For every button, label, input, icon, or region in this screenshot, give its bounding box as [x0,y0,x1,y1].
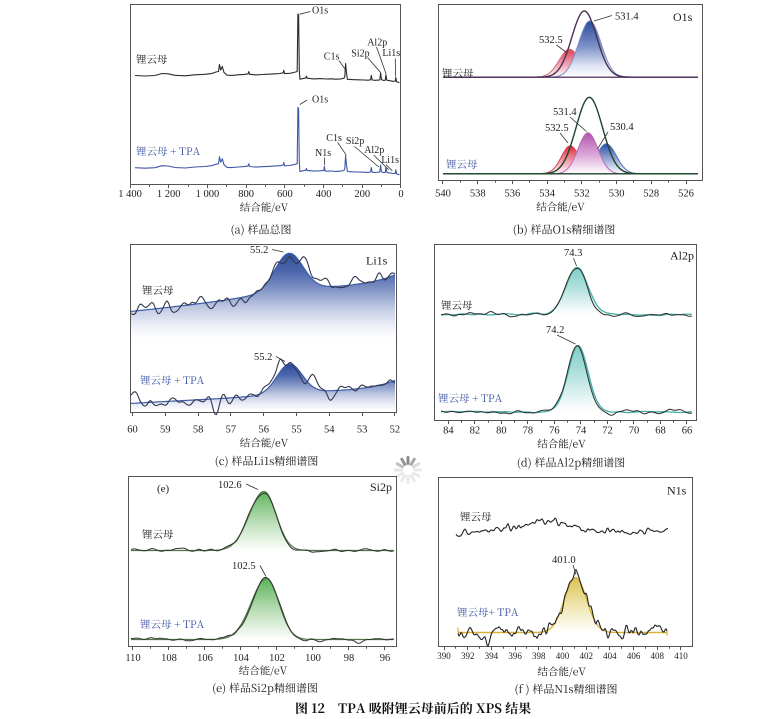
svg-text:532.5: 532.5 [545,123,569,134]
svg-text:68: 68 [655,426,666,437]
svg-text:70: 70 [629,426,640,437]
svg-text:O1s: O1s [312,95,328,106]
svg-text:540: 540 [435,189,451,200]
svg-text:59: 59 [160,425,171,436]
svg-text:402: 402 [579,651,593,661]
svg-text:84: 84 [443,426,454,437]
svg-text:400: 400 [556,651,570,661]
svg-text:56: 56 [258,425,269,436]
svg-text:C1s: C1s [324,52,340,63]
svg-text:82: 82 [470,426,481,437]
svg-text:1 400: 1 400 [118,189,142,200]
svg-text:104: 104 [233,653,250,664]
svg-text:530: 530 [609,189,625,200]
svg-text:400: 400 [316,189,332,200]
svg-text:532.5: 532.5 [539,35,563,46]
svg-text:78: 78 [523,426,534,437]
svg-text:528: 528 [643,189,659,200]
svg-text:410: 410 [674,651,688,661]
svg-text:96: 96 [380,653,391,664]
svg-text:398: 398 [532,651,546,661]
svg-text:538: 538 [470,189,486,200]
svg-text:C1s: C1s [326,133,342,144]
svg-text:106: 106 [197,653,213,664]
svg-text:55: 55 [291,425,302,436]
svg-text:406: 406 [627,651,641,661]
svg-text:60: 60 [127,425,138,436]
svg-text:600: 600 [277,189,293,200]
svg-text:531.4: 531.4 [615,12,639,23]
svg-text:102.5: 102.5 [232,561,256,572]
svg-text:404: 404 [603,651,617,661]
svg-text:390: 390 [437,651,451,661]
svg-text:52: 52 [390,425,401,436]
svg-text:(e): (e) [157,483,170,495]
svg-text:534: 534 [539,189,556,200]
svg-text:Li1s: Li1s [366,254,388,268]
svg-text:102: 102 [269,653,285,664]
svg-text:Li1s: Li1s [382,48,400,59]
svg-text:76: 76 [549,426,560,437]
svg-text:396: 396 [508,651,522,661]
svg-text:Al2p: Al2p [367,38,387,49]
svg-text:Al2p: Al2p [364,145,384,156]
svg-text:1 200: 1 200 [157,189,181,200]
svg-text:102.6: 102.6 [218,480,242,491]
svg-text:200: 200 [354,189,370,200]
svg-text:Si2p: Si2p [370,480,392,494]
svg-text:Si2p: Si2p [346,136,364,147]
svg-text:532: 532 [574,189,590,200]
svg-text:Si2p: Si2p [351,49,369,60]
svg-text:0: 0 [398,189,403,200]
svg-text:800: 800 [238,189,254,200]
svg-text:408: 408 [651,651,665,661]
svg-text:55.2: 55.2 [254,352,272,363]
svg-text:1 000: 1 000 [196,189,220,200]
svg-text:74: 74 [576,426,587,437]
svg-text:401.0: 401.0 [552,555,576,566]
svg-text:392: 392 [461,651,475,661]
svg-text:526: 526 [678,189,694,200]
svg-text:100: 100 [305,653,321,664]
svg-text:108: 108 [161,653,177,664]
svg-text:55.2: 55.2 [250,245,268,256]
svg-text:531.4: 531.4 [553,107,577,118]
svg-text:394: 394 [485,651,499,661]
svg-text:530.4: 530.4 [610,122,634,133]
svg-text:53: 53 [357,425,368,436]
svg-text:54: 54 [324,425,335,436]
svg-text:72: 72 [602,426,613,437]
svg-text:58: 58 [193,425,204,436]
svg-text:98: 98 [344,653,355,664]
svg-text:Al2p: Al2p [670,249,694,263]
svg-text:536: 536 [505,189,521,200]
svg-text:74.2: 74.2 [546,325,564,336]
svg-text:110: 110 [125,653,140,664]
svg-text:O1s: O1s [312,6,328,17]
svg-text:Li1s: Li1s [381,155,399,166]
svg-text:80: 80 [496,426,507,437]
svg-text:N1s: N1s [315,148,331,159]
svg-text:N1s: N1s [667,484,687,498]
svg-text:66: 66 [682,426,693,437]
svg-text:O1s: O1s [673,10,693,24]
svg-text:74.3: 74.3 [564,248,582,259]
svg-text:57: 57 [226,425,237,436]
